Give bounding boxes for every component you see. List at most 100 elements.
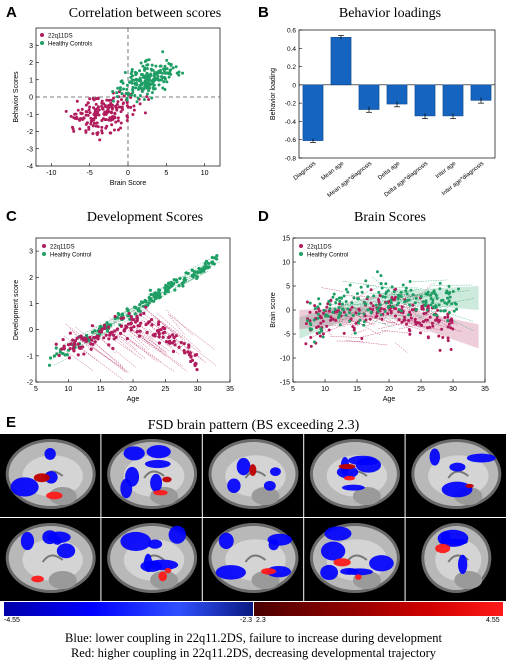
data-point-ds [87, 125, 91, 129]
data-point-hc [348, 311, 352, 315]
data-point-hc [408, 303, 412, 307]
data-point-hc [403, 300, 407, 304]
data-point-hc [360, 290, 364, 294]
legend-marker [299, 252, 303, 256]
data-point-ds [84, 339, 88, 344]
x-tick-label: 10 [321, 386, 329, 393]
data-point-ds [96, 110, 100, 114]
data-point-ds [146, 321, 150, 325]
data-point-ds [89, 122, 93, 126]
data-point-ds [354, 311, 358, 315]
data-point-hc [396, 294, 400, 298]
data-point-ds [157, 341, 162, 345]
data-point-ds [394, 287, 398, 291]
data-point-hc [163, 64, 167, 68]
data-point-hc [147, 89, 151, 93]
data-point-ds [144, 322, 148, 327]
data-point-ds [71, 346, 76, 350]
trajectory-ds [169, 314, 216, 351]
data-point-hc [153, 87, 157, 91]
y-tick-label: -4 [27, 164, 33, 171]
negative-cluster [236, 457, 251, 476]
data-point-ds [144, 305, 148, 309]
positive-cluster [46, 491, 63, 500]
data-point-ds [421, 320, 425, 324]
data-point-ds [62, 347, 66, 351]
data-point-hc [452, 309, 456, 313]
data-point-ds [443, 315, 447, 319]
data-point-ds [368, 317, 372, 321]
data-point-ds [92, 121, 96, 125]
colorbar-min-pos: 2.3 [256, 617, 266, 624]
trajectory-hc [351, 313, 393, 327]
data-point-hc [344, 299, 348, 303]
data-point-hc [141, 300, 145, 305]
data-point-hc [431, 305, 435, 309]
trajectory-ds [92, 331, 136, 368]
data-point-hc [377, 290, 381, 294]
data-point-hc [366, 295, 370, 299]
data-point-ds [99, 330, 104, 334]
data-point-hc [196, 271, 200, 275]
data-point-hc [148, 288, 152, 292]
panel-a-title: Correlation between scores [68, 6, 222, 21]
data-point-ds [163, 326, 167, 331]
data-point-hc [148, 74, 152, 78]
data-point-ds [422, 312, 426, 316]
data-point-hc [319, 327, 323, 331]
data-point-ds [369, 301, 373, 305]
data-point-ds [325, 305, 329, 309]
data-point-ds [156, 322, 161, 327]
data-point-ds [147, 97, 151, 101]
data-point-hc [158, 295, 162, 299]
data-point-hc [380, 286, 384, 290]
data-point-ds [380, 317, 384, 321]
trajectory-hc [119, 309, 148, 325]
trajectory-ds [88, 343, 126, 373]
y-tick-label: 10 [282, 260, 290, 267]
data-point-hc [150, 96, 154, 100]
data-point-hc [324, 314, 328, 318]
data-point-hc [120, 92, 124, 96]
y-tick-label: -10 [280, 356, 290, 363]
data-point-hc [358, 318, 362, 322]
trajectory-ds [75, 326, 123, 367]
x-tick-label: 30 [194, 386, 202, 393]
trajectory-ds [93, 325, 142, 360]
data-point-ds [71, 338, 75, 342]
trajectory-hc [125, 308, 135, 314]
data-point-ds [78, 127, 82, 131]
data-point-ds [126, 105, 130, 109]
data-point-hc [154, 64, 158, 68]
x-tick-label: 5 [34, 386, 38, 393]
negative-cluster [359, 457, 379, 466]
data-point-hc [377, 306, 381, 310]
data-point-hc [383, 295, 387, 299]
data-point-ds [409, 316, 413, 320]
data-point-ds [110, 104, 114, 108]
data-point-hc [125, 307, 129, 311]
data-point-ds [89, 347, 93, 351]
data-point-hc [312, 318, 316, 322]
y-axis-label: Development score [13, 280, 20, 340]
data-point-ds [100, 104, 104, 108]
data-point-hc [425, 308, 429, 312]
data-point-hc [411, 293, 415, 297]
data-point-hc [180, 282, 184, 286]
legend-label: Healthy Control [307, 253, 348, 259]
data-point-ds [76, 342, 80, 346]
data-point-hc [384, 292, 388, 296]
positive-cluster [33, 473, 50, 483]
y-tick-label: -2 [27, 380, 33, 387]
data-point-hc [105, 329, 110, 333]
data-point-hc [383, 310, 387, 314]
data-point-ds [177, 345, 181, 349]
data-point-ds [129, 315, 133, 319]
negative-cluster [458, 554, 468, 575]
trajectory-hc [434, 303, 457, 309]
data-point-hc [121, 81, 125, 85]
data-point-hc [142, 98, 146, 102]
x-tick-label: 15 [97, 386, 105, 393]
data-point-hc [356, 296, 360, 300]
data-point-ds [125, 114, 129, 118]
